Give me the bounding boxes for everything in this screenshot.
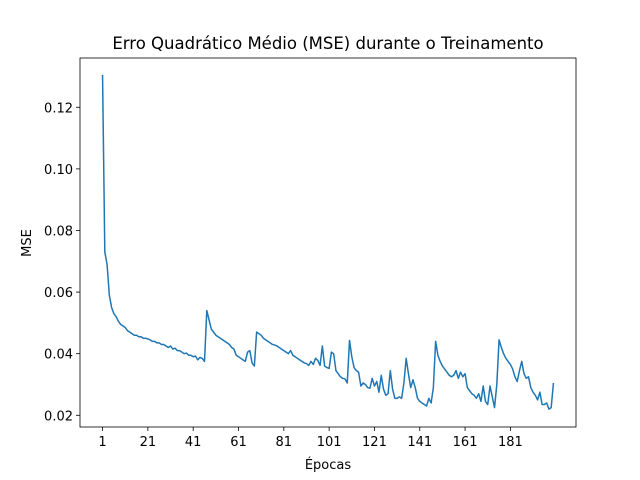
x-tick-label: 141 bbox=[407, 435, 432, 450]
x-tick-label: 61 bbox=[230, 435, 247, 450]
chart-title: Erro Quadrático Médio (MSE) durante o Tr… bbox=[112, 34, 543, 53]
y-axis-label: MSE bbox=[20, 229, 35, 257]
x-tick-label: 21 bbox=[140, 435, 157, 450]
x-tick-label: 101 bbox=[317, 435, 342, 450]
y-tick-label: 0.06 bbox=[44, 286, 73, 301]
axes-frame bbox=[79, 57, 577, 428]
y-tick-label: 0.12 bbox=[44, 101, 73, 116]
x-tick-label: 121 bbox=[362, 435, 387, 450]
x-tick-label: 181 bbox=[498, 435, 523, 450]
x-tick-label: 1 bbox=[98, 435, 106, 450]
x-axis-label: Épocas bbox=[305, 457, 352, 473]
y-tick-label: 0.08 bbox=[44, 224, 73, 239]
x-tick-label: 81 bbox=[276, 435, 293, 450]
x-tick-label: 41 bbox=[185, 435, 202, 450]
y-tick-label: 0.04 bbox=[44, 348, 73, 363]
x-tick-label: 161 bbox=[453, 435, 478, 450]
y-tick-label: 0.10 bbox=[44, 163, 73, 178]
data-line bbox=[101, 74, 555, 410]
y-tick-label: 0.02 bbox=[44, 409, 73, 424]
